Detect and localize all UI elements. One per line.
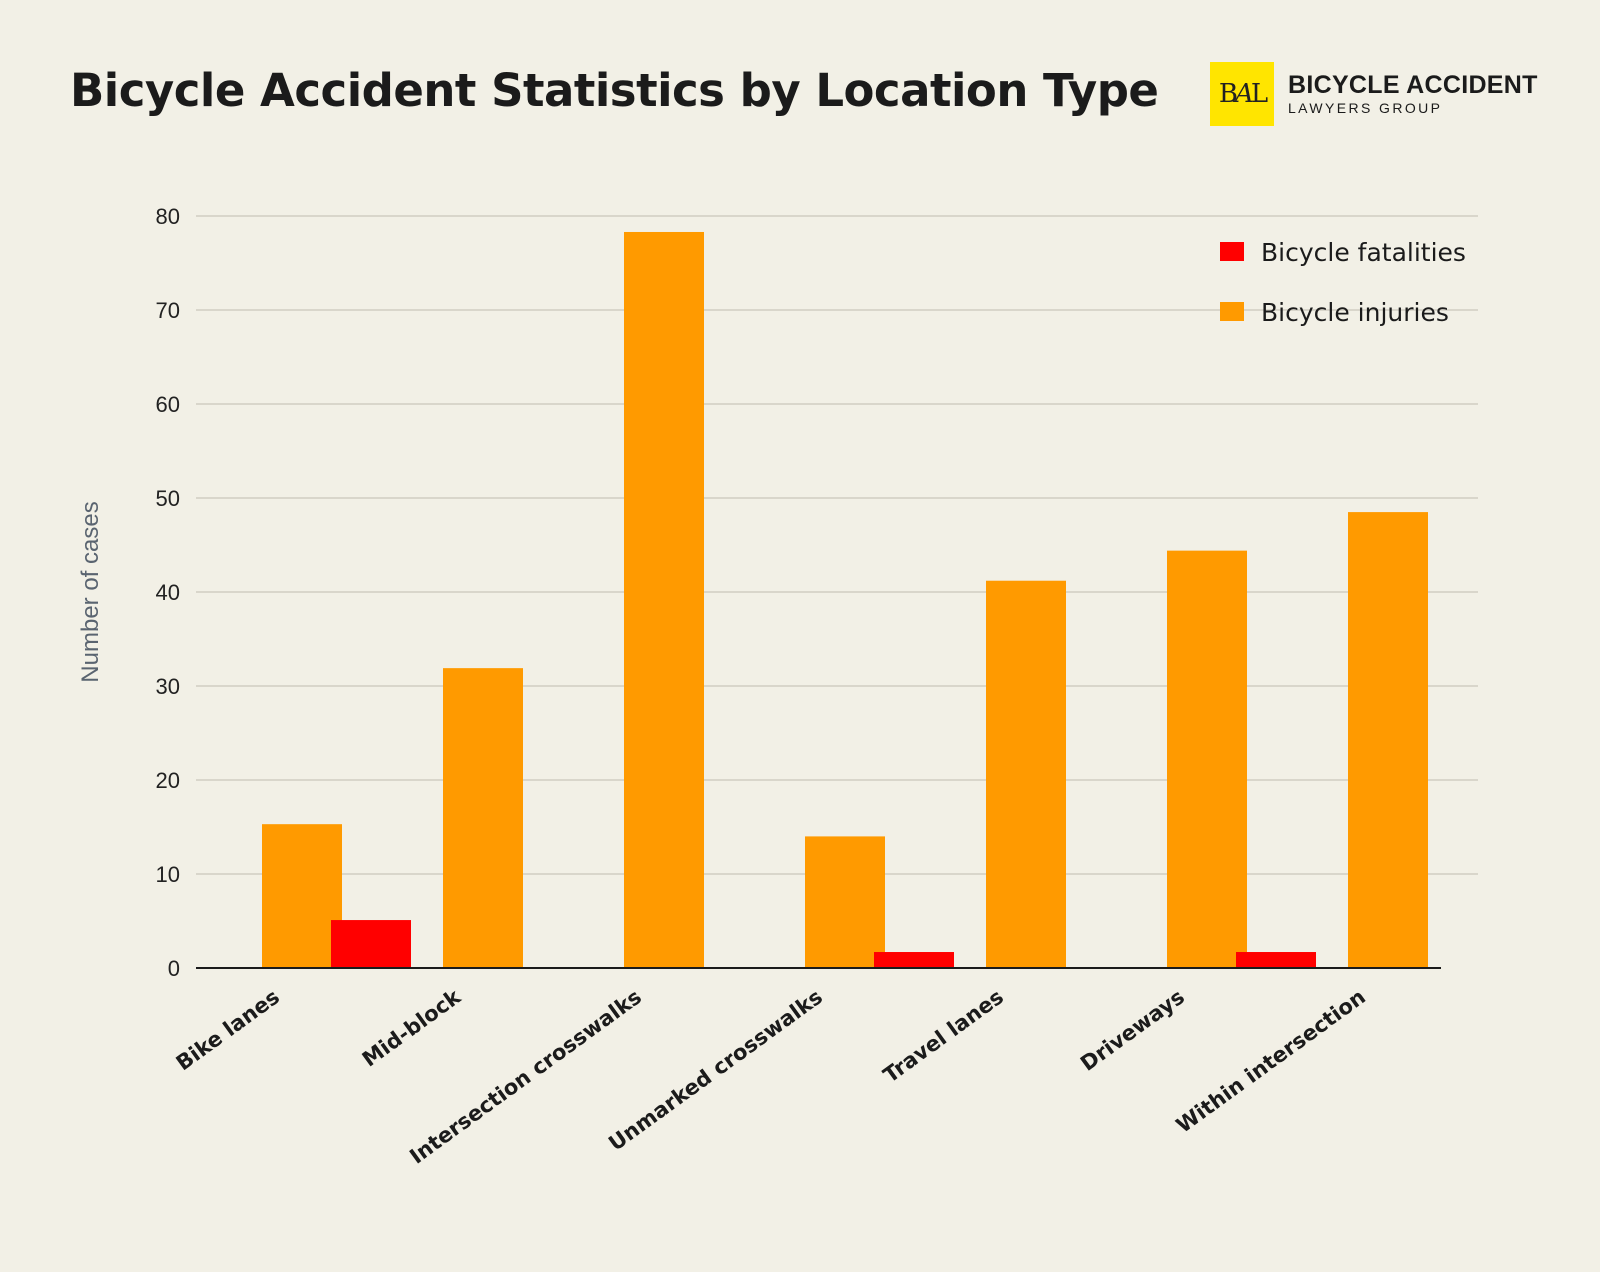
y-tick-label: 70: [156, 298, 180, 323]
x-tick-label: Unmarked crosswalks: [604, 985, 827, 1156]
y-tick-label: 0: [168, 956, 180, 981]
y-tick-label: 40: [156, 580, 180, 605]
legend-label: Bicycle injuries: [1261, 298, 1449, 327]
bar-injuries: [1348, 512, 1428, 968]
x-tick-label: Bike lanes: [172, 985, 284, 1076]
x-tick-label: Driveways: [1076, 985, 1189, 1076]
bar-injuries: [624, 231, 704, 969]
y-tick-label: 20: [156, 768, 180, 793]
y-tick-label: 30: [156, 674, 180, 699]
bar-injuries: [443, 668, 523, 968]
bar-injuries: [805, 836, 885, 968]
y-tick-label: 80: [156, 204, 180, 229]
x-tick-label: Mid-block: [358, 984, 466, 1072]
bar-injuries: [986, 580, 1066, 968]
legend-label: Bicycle fatalities: [1261, 238, 1466, 267]
bar-injuries: [1167, 550, 1247, 968]
x-tick-label: Travel lanes: [879, 985, 1008, 1088]
y-tick-label: 60: [156, 392, 180, 417]
bar-fatalities: [874, 952, 954, 968]
chart-title: Bicycle Accident Statistics by Location …: [70, 64, 1159, 117]
legend-swatch: [1220, 242, 1244, 261]
logo-line1: BICYCLE ACCIDENT: [1288, 71, 1538, 99]
y-tick-label: 50: [156, 486, 180, 511]
logo-line2: LAWYERS GROUP: [1288, 100, 1443, 116]
bar-injuries: [262, 824, 342, 968]
y-tick-label: 10: [156, 862, 180, 887]
x-tick-label: Within intersection: [1172, 985, 1370, 1138]
logo-text: BICYCLE ACCIDENT LAWYERS GROUP: [1288, 71, 1538, 117]
legend-swatch: [1220, 302, 1244, 321]
y-axis-label: Number of cases: [77, 501, 104, 682]
bar-fatalities: [1236, 952, 1316, 968]
bar-fatalities: [331, 920, 411, 968]
